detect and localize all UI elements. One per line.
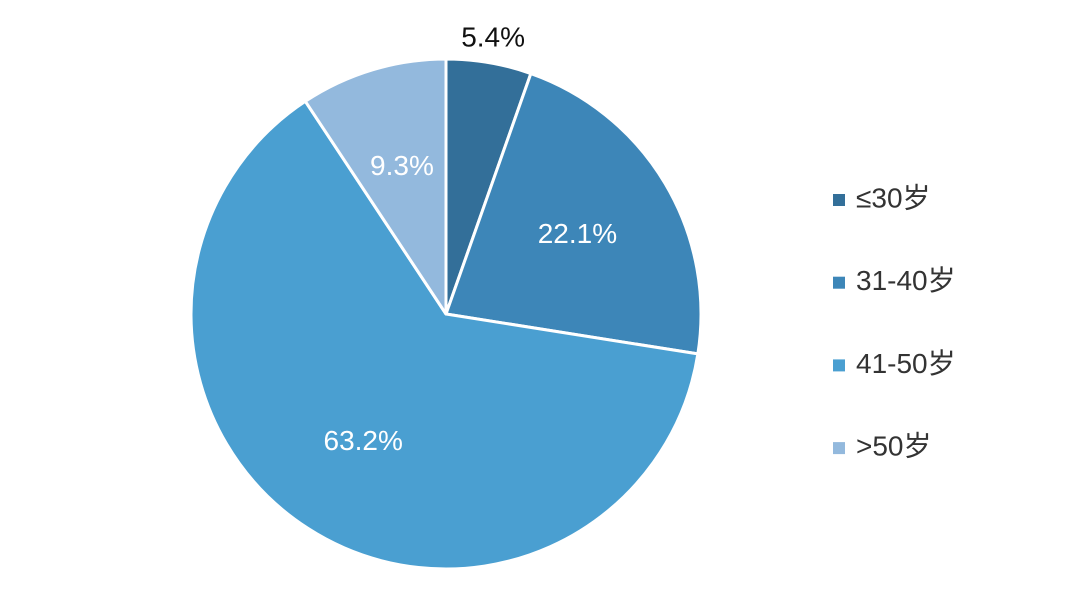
legend-label: 31-40岁	[856, 265, 956, 296]
pie-slice	[303, 57, 448, 316]
legend-label: >50岁	[856, 430, 932, 461]
pie-slice	[189, 99, 700, 571]
pie-slice	[444, 72, 703, 356]
legend-swatch	[833, 359, 845, 372]
legend-swatch	[833, 442, 845, 455]
legend-swatch	[833, 276, 845, 289]
data-label: 9.3%	[370, 150, 434, 181]
legend-label: ≤30岁	[856, 182, 931, 213]
legend-swatch	[833, 194, 845, 206]
data-label: 22.1%	[538, 218, 617, 249]
data-label: 5.4%	[461, 21, 525, 52]
legend-label: 41-50岁	[856, 348, 956, 379]
data-label: 63.2%	[324, 425, 403, 456]
